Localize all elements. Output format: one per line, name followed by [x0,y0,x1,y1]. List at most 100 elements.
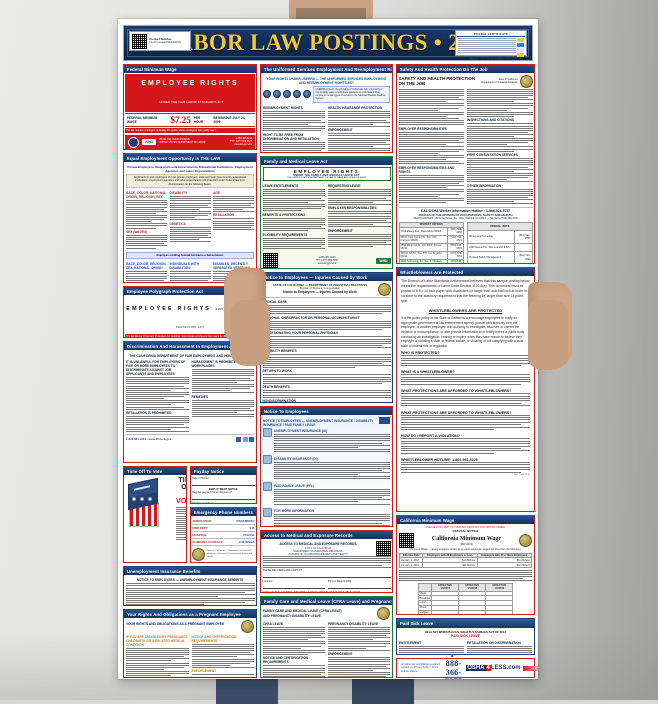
panel-paid-sick-leave[interactable]: Paid Sick Leave HEALTHY WORKPLACES / HEA… [396,618,535,655]
vote-heading-line1: TIME OFF [178,477,185,491]
whd-badge: WHD [142,139,157,146]
poster-footer[interactable]: For labor law compliance questions conta… [396,650,538,679]
panel-subtitle: DIVISION OF OCCUPATIONAL SAFETY AND HEAL… [288,553,348,557]
panel-heading: California Minimum Wage [431,535,502,542]
field-label: EMPLOYMENT NOTICE [208,487,238,491]
panel-pregnant-employee-rights[interactable]: Your Rights And Obligations as a Pregnan… [123,609,257,678]
section-heading: REMEDIES [191,394,209,399]
table-row: 2400 Merced St., San Leandro 94577 [467,242,533,252]
body-text [401,438,530,454]
offices-heading: OFFICES OF THE DIVISION OF OCCUPATIONAL … [418,213,513,218]
panel-federal-minimum-wage[interactable]: Federal Minimum Wage EMPLOYEE RIGHTS UND… [123,64,257,150]
section-heading: INDIVIDUALS WITH DISABILITIES [169,262,199,271]
body-text [262,217,325,232]
panel-time-off-to-vote[interactable]: Time Off To Vote TIME OFF TO VOTE [123,466,187,564]
table-row: 7718 Meany Ave., Bakersfield 93308 (661) … [398,226,465,236]
body-text [126,647,189,677]
employee-rights-banner: EMPLOYEE RIGHTS UNDER THE FAIR LABOR STA… [125,74,255,113]
linkedin-icon[interactable] [249,436,254,442]
labor-law-poster[interactable]: Product Number CA-A1 (revised 06/14/2017… [118,19,538,679]
panel-intro: The Division of Labor Standards Enforcem… [401,279,530,304]
panel-title: Family Care and Medical Leave (CFRA Leav… [261,597,392,606]
whistleblower-hotline: WHISTLEBLOWER HOTLINE: 1-800-952-5225 [401,458,478,463]
poster-header: Product Number CA-A1 (revised 06/14/2017… [123,25,533,61]
panel-title: Employee Polygraph Protection Act [124,287,256,296]
edd-logo-icon [379,417,390,425]
section-heading: NONDISCRIMINATION [262,399,296,402]
panel-banner: YOUR RIGHTS UNDER USERRA — THE UNIFORMED… [266,76,387,85]
section-heading: HEALTH INSURANCE PROTECTION [328,106,383,111]
panel-subtitle: FAMILY CARE AND MEDICAL LEAVE (CFRA LEAV… [263,608,342,613]
payday-firm-input[interactable] [192,495,255,501]
body-text [262,237,325,250]
body-text [467,158,533,183]
panel-equal-employment-opportunity[interactable]: Equal Employment Opportunity is THE LAW … [123,153,257,283]
panel-whistleblowers-are-protected[interactable]: Whistleblowers Are Protected The Divisio… [396,267,535,512]
agency-name: State of California [498,78,518,82]
twitter-icon[interactable] [242,436,248,442]
posting-instruction: PLEASE POST NEXT TO YOUR IWC INDUSTRY OC… [426,526,505,530]
body-text [191,399,254,418]
panel-title: Whistleblowers Are Protected [397,268,534,277]
social-links[interactable] [236,436,254,442]
section-heading: DISABLED, RECENTLY SEPARATED VETERANS [213,262,251,271]
body-text [467,188,533,205]
panel-family-and-medical-leave-act[interactable]: Family and Medical Leave Act EMPLOYEE RI… [260,156,393,269]
panel-payday-notice[interactable]: Payday Notice Date of Notice: EMPLOYMENT… [189,466,257,504]
panel-notice-to-employees-general[interactable]: Notice To Employees NOTICE TO EMPLOYEES … [260,406,393,527]
field-label: Location: [262,579,274,583]
panel-access-to-medical-exposure-records[interactable]: Access to Medical and Exposure Records A… [260,530,393,593]
section-heading: NOTICE AND CERTIFICATION REQUIREMENTS [263,656,308,665]
panel-title: Safety And Health Protection On The Job [397,65,534,74]
panel-unemployment-insurance-benefits[interactable]: Unemployment Insurance Benefits NOTICE T… [123,566,257,607]
body-text [125,583,255,606]
body-text [262,336,391,348]
body-text [401,414,530,430]
emergency-value: POLICE [243,532,255,537]
california-seal-icon [519,534,532,548]
location-input[interactable] [262,584,325,590]
panel-notice-to-employees-injuries[interactable]: Notice to Employees — Injuries Caused by… [260,272,393,403]
table-row: 39141 Civic Center Dr., Ste. 310, Fremon… [398,234,465,244]
body-text [262,189,325,212]
brand-logo[interactable]: OSHA 4 LESS.com [466,665,538,671]
panel-subtitle: STATE OF CALIFORNIA — DEPARTMENT OF INDU… [273,282,367,287]
panel-uniformed-services-userra[interactable]: The Uniformed Services Employment And Re… [260,64,393,153]
panel-title: Notice to Employees — Injuries Caused by… [261,273,392,282]
panel-subtitle: PAID SICK LEAVE [451,634,480,638]
emergency-label: AMBULANCE [192,518,212,523]
service-branch-icons [263,89,311,99]
panel-title: Access to Medical and Exposure Records [261,531,392,540]
records-location-input[interactable] [262,573,391,579]
field-label: Shall be as follows: [192,502,254,503]
california-seal-icon [377,282,391,296]
body-text [262,374,391,384]
panel-safety-health-protection[interactable]: Safety And Health Protection On The Job … [396,64,535,264]
payday-date-input[interactable] [192,481,255,487]
section-heading: ENFORCEMENT [328,228,353,233]
hand-left-fingers [230,300,270,366]
pfl-icon [263,482,272,492]
facebook-icon[interactable] [236,436,241,442]
form-number: Rev. 02/01/2016 [514,474,530,477]
posting-requirement-note: The law requires employers to display th… [125,128,255,134]
section-heading: HOW DO I REPORT A VIOLATION? [401,434,460,439]
section-heading: PREGNANCY DISABILITY LEAVE [328,621,379,626]
section-heading: ENFORCEMENT [328,652,353,657]
section-heading: HARASSMENT IS PROHIBITED IN ALL WORKPLAC… [191,360,250,369]
panel-subtitle: THE CALIFORNIA DEPARTMENT OF FAIR EMPLOY… [129,353,251,358]
emergency-label: HOSPITAL [192,532,208,537]
panel-title: Time Off To Vote [124,467,186,476]
panel-title: Paid Sick Leave [397,619,534,628]
panel-cfra-pregnancy-disability-leave[interactable]: Family Care and Medical Leave (CFRA Leav… [260,596,393,678]
section-heading: INSPECTIONS AND CITATIONS [467,118,514,123]
panel-emergency-phone-numbers[interactable]: Emergency Phone Numbers AMBULANCE PARAME… [189,507,257,564]
person-responsible-input[interactable] [328,584,391,590]
body-text [262,390,391,398]
section-heading: IF YOU ARE DISABLED BY PREGNANCY, CHILDB… [126,634,189,647]
panel-california-minimum-wage[interactable]: California Minimum Wage PLEASE POST NEXT… [396,515,535,615]
qr-code-icon [399,533,414,549]
effective-note: Minimum Wage — Every employer shall pay … [409,548,522,552]
table-row: 320 W. 4th St., Ste. 670, Los Angeles 90… [398,250,465,260]
section-heading: REEMPLOYMENT RIGHTS [263,106,303,111]
